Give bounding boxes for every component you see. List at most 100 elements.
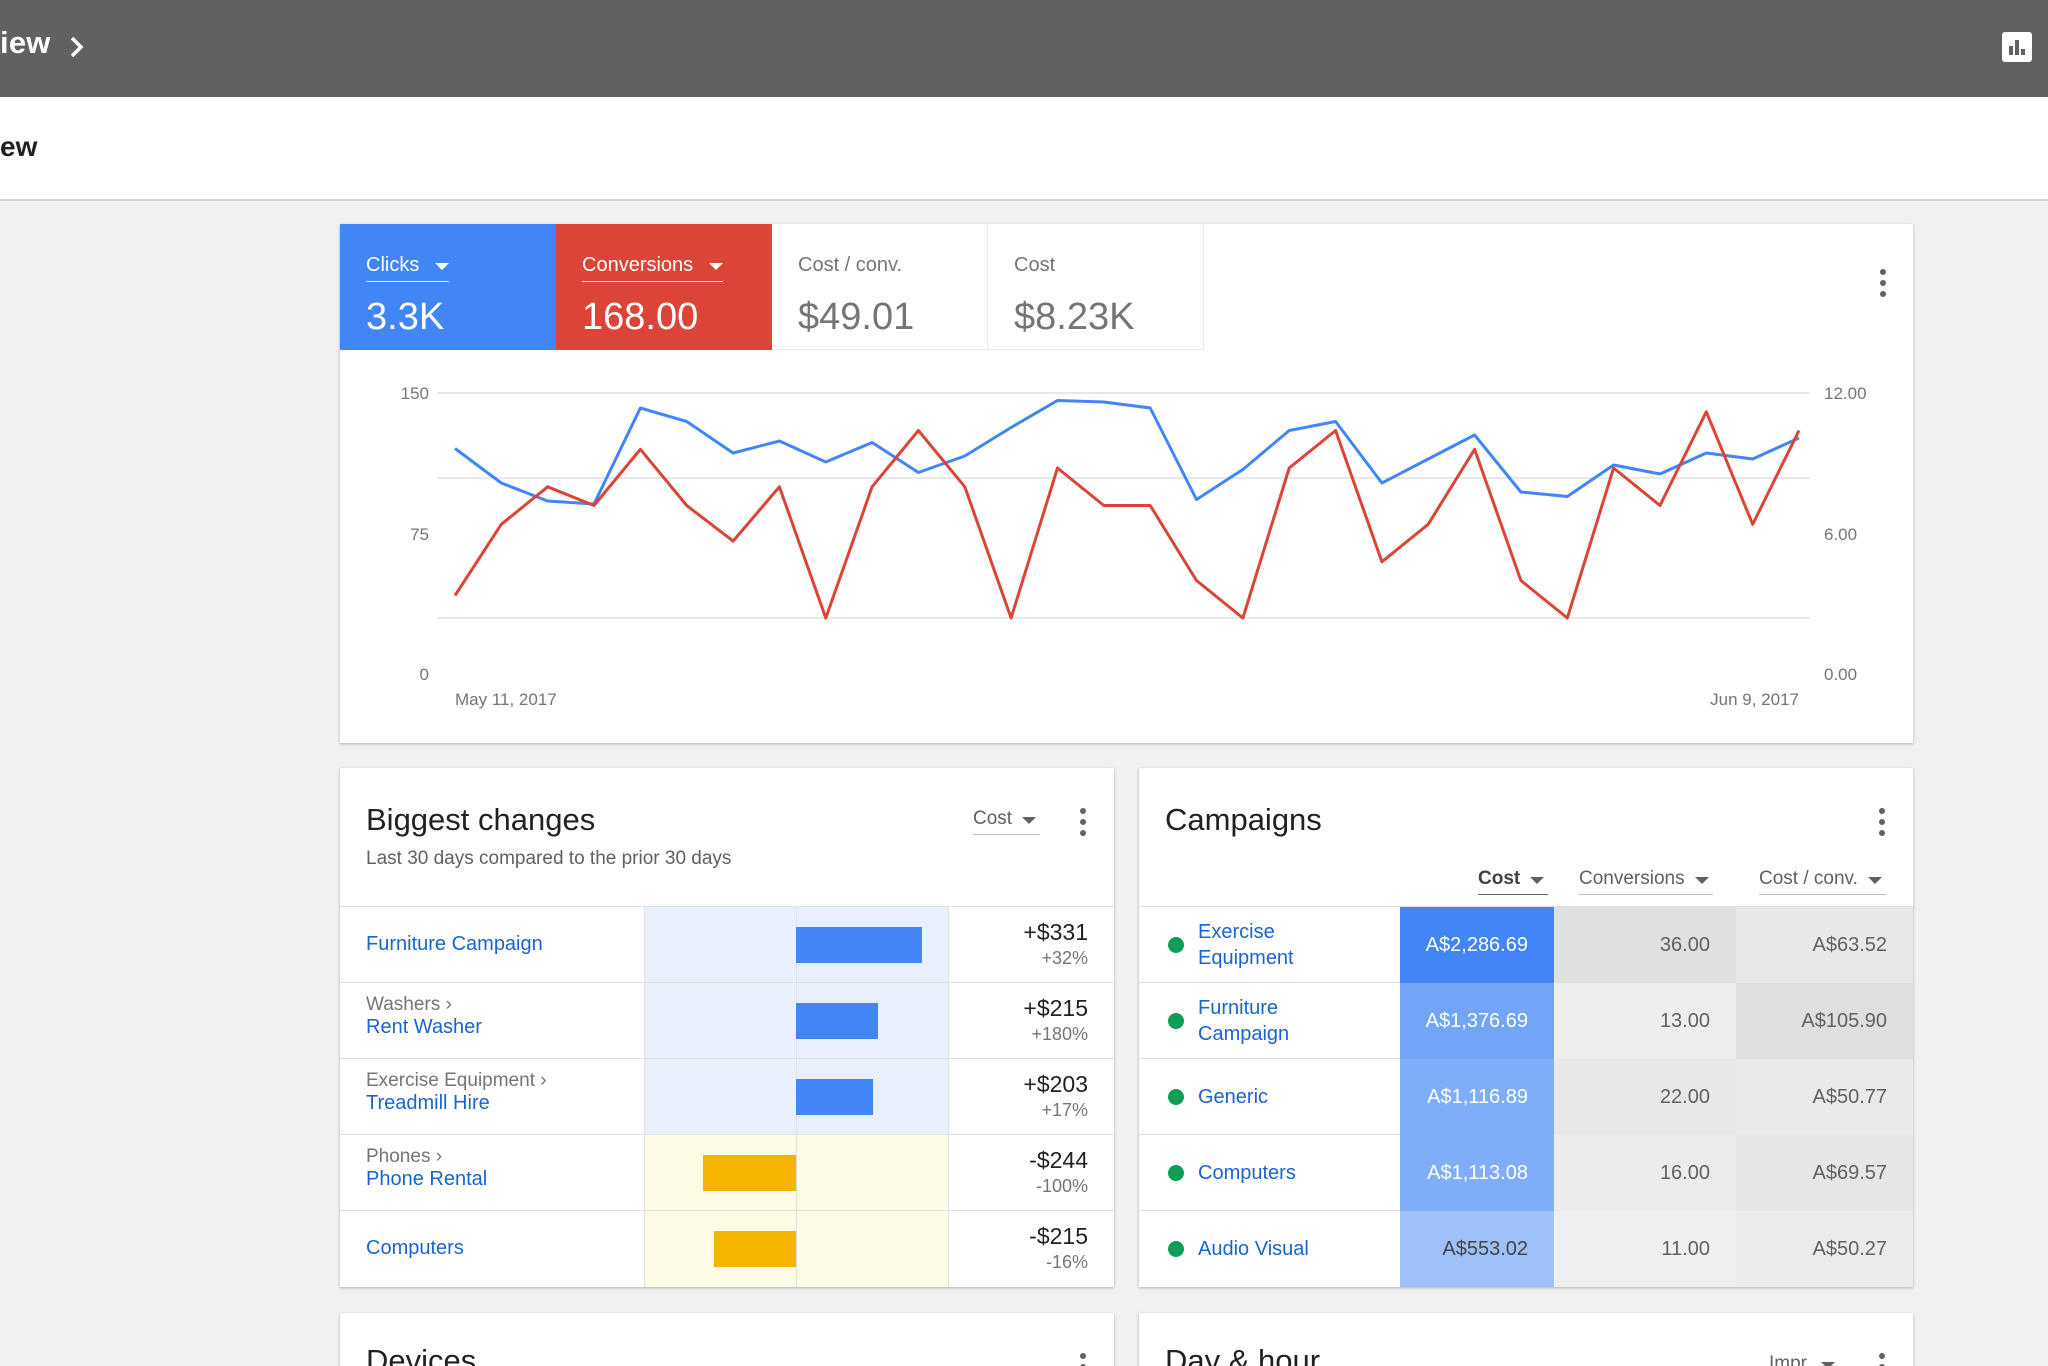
cost-cell: A$553.02	[1400, 1211, 1554, 1287]
card-title: Campaigns	[1165, 802, 1322, 837]
conversions-cell: 13.00	[1554, 983, 1736, 1059]
row-link[interactable]: Phone Rental	[366, 1168, 488, 1190]
cost-per-conv-tile[interactable]: Cost / conv. $49.01	[772, 224, 988, 350]
cost-per-conv-cell: A$69.57	[1736, 1135, 1913, 1211]
row-link[interactable]: Rent Washer	[366, 1016, 482, 1038]
cost-label: Cost	[1014, 254, 1056, 276]
conversions-tile[interactable]: Conversions 168.00	[556, 224, 772, 350]
x-end-label: Jun 9, 2017	[1710, 690, 1799, 709]
y-left-tick: 0	[420, 665, 429, 684]
change-row[interactable]: Computers -$215 -16%	[340, 1211, 1114, 1287]
cost-per-conv-cell: A$105.90	[1736, 983, 1913, 1059]
divider	[1139, 1058, 1400, 1059]
caret-down-icon	[1530, 877, 1545, 884]
more-options-icon[interactable]	[1877, 269, 1887, 299]
y-right-tick: 12.00	[1824, 384, 1867, 403]
campaign-row[interactable]: Generic A$1,116.89 22.00 A$50.77	[1139, 1059, 1913, 1135]
row-label: Computers	[366, 1237, 464, 1260]
delta-value: +$331	[1023, 919, 1088, 945]
status-dot-icon	[1168, 1165, 1184, 1181]
divider	[1139, 1210, 1400, 1211]
campaign-row[interactable]: Furniture Campaign A$1,376.69 13.00 A$10…	[1139, 983, 1913, 1059]
cost-per-conv-cell: A$63.52	[1736, 907, 1913, 983]
conversions-cell: 36.00	[1554, 907, 1736, 983]
divider	[340, 1210, 1114, 1211]
caret-down-icon	[1694, 877, 1709, 884]
campaign-row[interactable]: Audio Visual A$553.02 11.00 A$50.27	[1139, 1211, 1913, 1287]
x-start-label: May 11, 2017	[455, 690, 557, 709]
y-right-tick: 6.00	[1824, 525, 1857, 544]
cost-tile[interactable]: Cost $8.23K	[988, 224, 1204, 350]
row-link[interactable]: Treadmill Hire	[366, 1092, 490, 1114]
delta-pct: +32%	[1041, 948, 1088, 968]
row-parent[interactable]: Washers ›	[366, 994, 452, 1015]
campaign-link[interactable]: Computers	[1198, 1162, 1296, 1184]
change-row[interactable]: Phones › Phone Rental -$244 -100%	[340, 1135, 1114, 1211]
delta-pct: +180%	[1031, 1024, 1088, 1044]
delta-value: -$244	[1029, 1147, 1088, 1173]
row-parent[interactable]: Phones ›	[366, 1146, 443, 1167]
change-bar	[714, 1231, 796, 1267]
campaign-link[interactable]: Furniture Campaign	[1198, 997, 1290, 1045]
chevron-right-icon[interactable]	[66, 30, 88, 64]
campaign-link[interactable]: Generic	[1198, 1086, 1269, 1108]
app-header: iew	[0, 0, 2048, 97]
delta-pct: -100%	[1035, 1176, 1088, 1196]
metric-select[interactable]: Impr.	[1769, 1353, 1839, 1366]
performance-line-chart: 150 75 0 12.00 6.00 0.00 May 11, 2017 Ju…	[401, 384, 1867, 709]
row-link[interactable]: Computers	[366, 1237, 464, 1259]
more-options-icon[interactable]	[1077, 1353, 1087, 1366]
cost-column-sort[interactable]: Cost	[1478, 868, 1549, 895]
y-right-tick: 0.00	[1824, 665, 1857, 684]
campaign-row[interactable]: Exercise Equipment A$2,286.69 36.00 A$63…	[1139, 907, 1913, 983]
divider	[948, 907, 949, 1287]
change-row[interactable]: Furniture Campaign +$331 +32%	[340, 907, 1114, 983]
change-row[interactable]: Washers › Rent Washer +$215 +180%	[340, 983, 1114, 1059]
status-dot-icon	[1168, 1013, 1184, 1029]
row-label: Exercise Equipment › Treadmill Hire	[366, 1070, 547, 1115]
breadcrumb[interactable]: iew	[0, 25, 51, 60]
conversions-cell: 16.00	[1554, 1135, 1736, 1211]
caret-down-icon	[435, 263, 450, 270]
more-options-icon[interactable]	[1077, 808, 1087, 838]
conversions-metric-select[interactable]: Conversions	[582, 254, 724, 282]
row-value: +$215 +180%	[1023, 995, 1088, 1045]
change-bar	[796, 1079, 873, 1115]
divider	[1139, 1134, 1400, 1135]
day-hour-card: Day & hour Impr.	[1139, 1313, 1913, 1366]
cost-value: $8.23K	[1014, 296, 1135, 338]
caret-down-icon	[709, 263, 724, 270]
caret-down-icon	[1867, 877, 1882, 884]
campaign-link[interactable]: Audio Visual	[1198, 1238, 1309, 1260]
cost-cell: A$1,116.89	[1400, 1059, 1554, 1135]
row-label: Furniture Campaign	[366, 933, 543, 956]
cost-cell: A$2,286.69	[1400, 907, 1554, 983]
campaign-row[interactable]: Computers A$1,113.08 16.00 A$69.57	[1139, 1135, 1913, 1211]
change-row[interactable]: Exercise Equipment › Treadmill Hire +$203…	[340, 1059, 1114, 1135]
more-options-icon[interactable]	[1876, 1353, 1886, 1366]
cost-per-conv-cell: A$50.27	[1736, 1211, 1913, 1287]
change-bar	[796, 1003, 878, 1039]
caret-down-icon	[1821, 1362, 1836, 1366]
delta-value: +$215	[1023, 995, 1088, 1021]
campaign-link[interactable]: Exercise Equipment	[1198, 921, 1294, 969]
bar-chart-icon[interactable]	[2002, 32, 2032, 62]
conversions-cell: 11.00	[1554, 1211, 1736, 1287]
row-parent[interactable]: Exercise Equipment ›	[366, 1070, 547, 1091]
row-link[interactable]: Furniture Campaign	[366, 933, 543, 955]
y-left-tick: 75	[410, 525, 429, 544]
conversions-column-sort[interactable]: Conversions	[1579, 868, 1713, 895]
cost-cell: A$1,376.69	[1400, 983, 1554, 1059]
row-value: -$244 -100%	[1029, 1147, 1088, 1197]
divider	[1139, 982, 1400, 983]
clicks-series-line	[454, 399, 1800, 506]
caret-down-icon	[1022, 817, 1037, 824]
divider	[340, 1134, 1114, 1135]
conversions-series-line	[453, 410, 1801, 620]
metric-select[interactable]: Cost	[973, 808, 1041, 835]
more-options-icon[interactable]	[1876, 808, 1886, 838]
cost-per-conv-column-sort[interactable]: Cost / conv.	[1759, 868, 1886, 895]
clicks-metric-select[interactable]: Clicks	[366, 254, 450, 282]
clicks-tile[interactable]: Clicks 3.3K	[340, 224, 556, 350]
clicks-value: 3.3K	[366, 296, 445, 338]
